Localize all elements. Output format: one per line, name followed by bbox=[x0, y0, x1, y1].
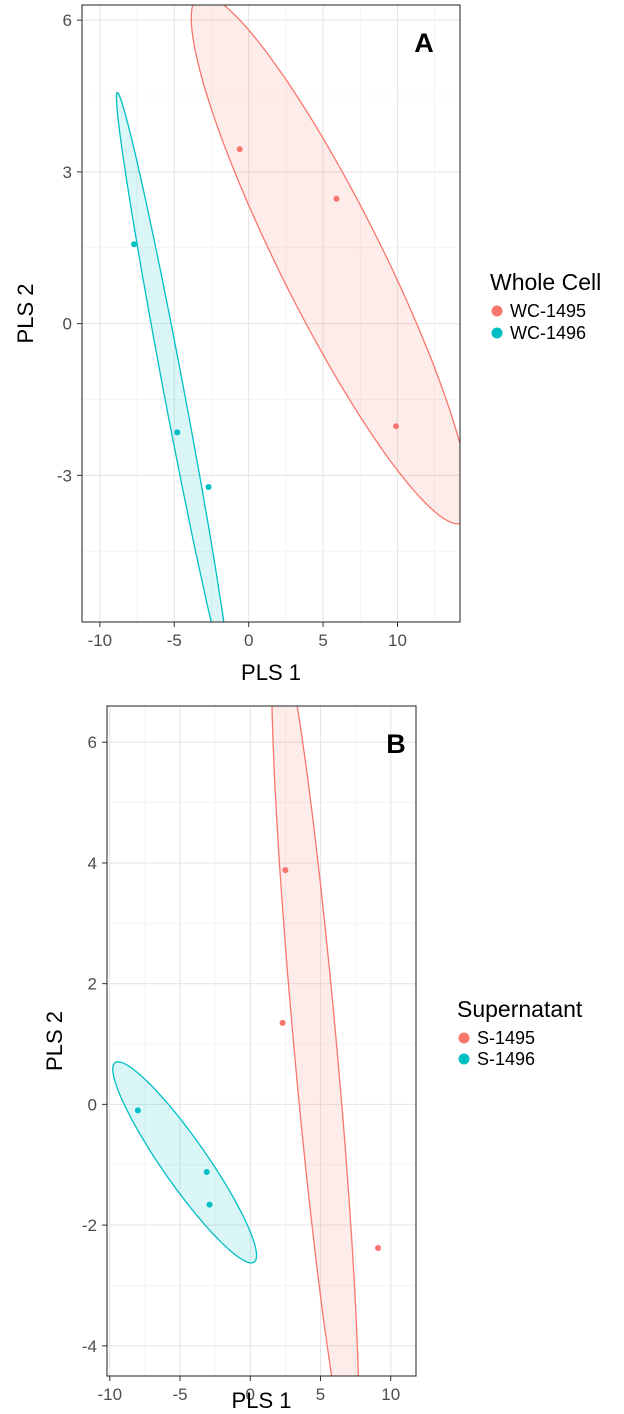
points bbox=[134, 867, 382, 1252]
x-tick-label: 0 bbox=[244, 631, 253, 650]
data-point-S-1495 bbox=[282, 867, 289, 874]
legend-item-label: S-1496 bbox=[477, 1049, 535, 1069]
y-tick-label: 3 bbox=[63, 163, 72, 182]
x-tick-label: -10 bbox=[98, 1385, 123, 1404]
plot-border bbox=[81, 4, 461, 623]
data-point-S-1496 bbox=[206, 1201, 213, 1208]
x-tick-label: 10 bbox=[388, 631, 407, 650]
ellipses bbox=[112, 706, 360, 1376]
confidence-ellipse-WC-1496 bbox=[115, 91, 225, 622]
data-point-S-1495 bbox=[279, 1019, 286, 1026]
points bbox=[131, 146, 400, 490]
legend-item-label: S-1495 bbox=[477, 1028, 535, 1048]
x-tick-label: 5 bbox=[316, 1385, 325, 1404]
legend-item-label: WC-1495 bbox=[510, 301, 586, 321]
x-axis-title: PLS 1 bbox=[241, 660, 301, 685]
x-tick-label: 5 bbox=[318, 631, 327, 650]
confidence-ellipse-S-1495 bbox=[271, 706, 360, 1376]
axis-ticks: -10 -5 0 5 10 -3 0 3 6 bbox=[57, 11, 407, 650]
y-tick-label: 6 bbox=[88, 733, 97, 752]
confidence-ellipse-WC-1495 bbox=[190, 5, 460, 525]
data-point-S-1496 bbox=[203, 1168, 210, 1175]
ellipses bbox=[115, 5, 460, 622]
data-point-WC-1495 bbox=[393, 423, 400, 430]
y-tick-label: -2 bbox=[82, 1216, 97, 1235]
x-tick-label: 10 bbox=[381, 1385, 400, 1404]
x-tick-label: -10 bbox=[88, 631, 113, 650]
data-point-WC-1495 bbox=[333, 195, 340, 202]
y-tick-label: 2 bbox=[88, 975, 97, 994]
y-tick-label: 6 bbox=[63, 11, 72, 30]
x-tick-label: -5 bbox=[167, 631, 182, 650]
plot-background bbox=[107, 706, 416, 1376]
y-tick-label: -4 bbox=[82, 1337, 97, 1356]
grid bbox=[107, 706, 416, 1376]
grid bbox=[82, 5, 460, 622]
legend-key bbox=[491, 327, 503, 339]
legend-item-label: WC-1496 bbox=[510, 323, 586, 343]
data-point-WC-1495 bbox=[236, 146, 243, 153]
y-tick-label: 0 bbox=[88, 1095, 97, 1114]
confidence-ellipse-S-1496 bbox=[112, 1061, 258, 1264]
legend-title: Supernatant bbox=[457, 996, 583, 1022]
axis-ticks: -10 -5 0 5 10 -4 -2 0 2 4 6 bbox=[82, 733, 400, 1404]
data-point-WC-1496 bbox=[174, 429, 181, 436]
panel-label: B bbox=[386, 729, 406, 759]
x-axis-title: PLS 1 bbox=[232, 1388, 292, 1413]
data-point-S-1496 bbox=[134, 1107, 141, 1114]
legend-title: Whole Cell bbox=[490, 269, 601, 295]
y-tick-label: -3 bbox=[57, 466, 72, 485]
plot-border bbox=[106, 705, 417, 1377]
y-tick-label: 0 bbox=[63, 315, 72, 334]
legend-key bbox=[491, 305, 503, 317]
data-point-WC-1496 bbox=[205, 483, 212, 490]
legend-key bbox=[458, 1053, 470, 1065]
y-axis-title: PLS 2 bbox=[42, 1011, 67, 1071]
panel-a: -10 -5 0 5 10 -3 0 3 6 PLS 1 PLS 2 A Whole Cell WC-14… bbox=[13, 4, 601, 685]
y-tick-label: 4 bbox=[88, 854, 97, 873]
panel-label: A bbox=[414, 28, 434, 58]
data-point-WC-1496 bbox=[131, 241, 138, 248]
y-axis-title: PLS 2 bbox=[13, 284, 38, 344]
x-tick-label: -5 bbox=[172, 1385, 187, 1404]
data-point-S-1495 bbox=[375, 1245, 382, 1252]
x-tick-label: 0 bbox=[246, 1385, 255, 1404]
legend-key bbox=[458, 1032, 470, 1044]
